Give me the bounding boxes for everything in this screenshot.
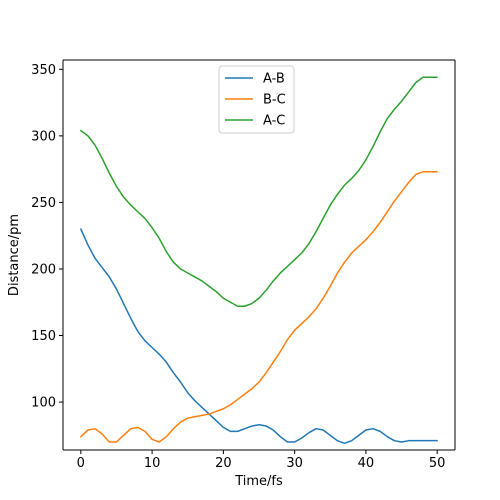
series-line-a-b [80, 228, 438, 445]
legend-label-a-c: A-C [263, 114, 285, 129]
x-tick-label: 40 [358, 456, 375, 471]
axes-layer [62, 59, 456, 451]
labels-layer: Time/fs Distance/pm [7, 214, 283, 489]
x-tick-label: 20 [215, 456, 232, 471]
series-line-a-c [80, 76, 438, 307]
legend: A-B B-C A-C [218, 65, 295, 134]
legend-label-b-c: B-C [263, 93, 286, 108]
x-tick-label: 30 [286, 456, 303, 471]
y-axis-label: Distance/pm [7, 214, 22, 296]
y-tick-label: 100 [31, 396, 56, 411]
legend-label-a-b: A-B [263, 72, 285, 87]
series-line-b-c [80, 171, 438, 443]
ticks-layer: 0 10 20 30 40 50 100 150 200 250 300 350 [31, 63, 445, 471]
x-axis-label: Time/fs [234, 474, 283, 489]
y-tick-label: 350 [31, 63, 56, 78]
y-tick-label: 300 [31, 129, 56, 144]
x-tick-label: 10 [144, 456, 161, 471]
y-tick-label: 200 [31, 262, 56, 277]
legend-box [218, 65, 295, 134]
x-tick-label: 50 [429, 456, 446, 471]
y-tick-label: 150 [31, 329, 56, 344]
y-tick-label: 250 [31, 196, 56, 211]
series-layer [80, 76, 438, 445]
x-tick-label: 0 [77, 456, 85, 471]
